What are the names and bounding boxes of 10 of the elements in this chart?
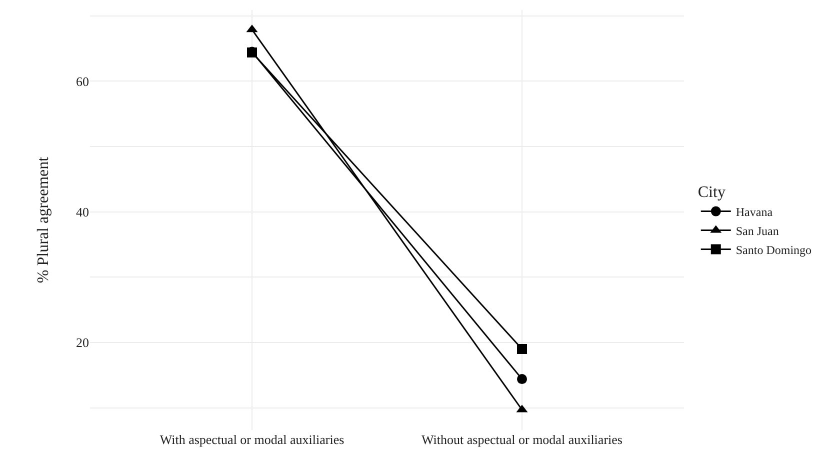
y-tick-label: 60	[76, 74, 89, 89]
y-axis-title: % Plural agreement	[35, 156, 52, 284]
x-tick-label: Without aspectual or modal auxiliaries	[422, 432, 622, 447]
x-tick-label: With aspectual or modal auxiliaries	[160, 432, 344, 447]
legend-label: Havana	[736, 204, 774, 219]
legend-label: San Juan	[736, 224, 779, 238]
y-tick-label: 40	[76, 204, 89, 220]
y-tick-label: 20	[76, 335, 89, 350]
legend-label: Santo Domingo	[736, 242, 812, 257]
legend-title: City	[698, 184, 726, 201]
